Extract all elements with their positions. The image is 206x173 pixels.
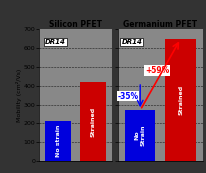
Text: DR14: DR14 xyxy=(45,39,66,45)
Text: DR14: DR14 xyxy=(121,39,142,45)
Bar xyxy=(124,110,155,161)
Title: Germanium PFET: Germanium PFET xyxy=(123,20,197,29)
Bar xyxy=(80,82,105,161)
Text: +59%: +59% xyxy=(144,66,169,75)
Text: No strain: No strain xyxy=(56,125,61,157)
Text: -35%: -35% xyxy=(117,92,138,101)
Y-axis label: Mobility (cm²/Vs): Mobility (cm²/Vs) xyxy=(16,69,22,122)
Bar xyxy=(45,121,71,161)
Text: No
Strain: No Strain xyxy=(134,125,145,146)
Text: Strained: Strained xyxy=(90,106,95,136)
Bar xyxy=(165,39,195,161)
Text: Strained: Strained xyxy=(177,85,182,115)
Title: Silicon PFET: Silicon PFET xyxy=(49,20,102,29)
